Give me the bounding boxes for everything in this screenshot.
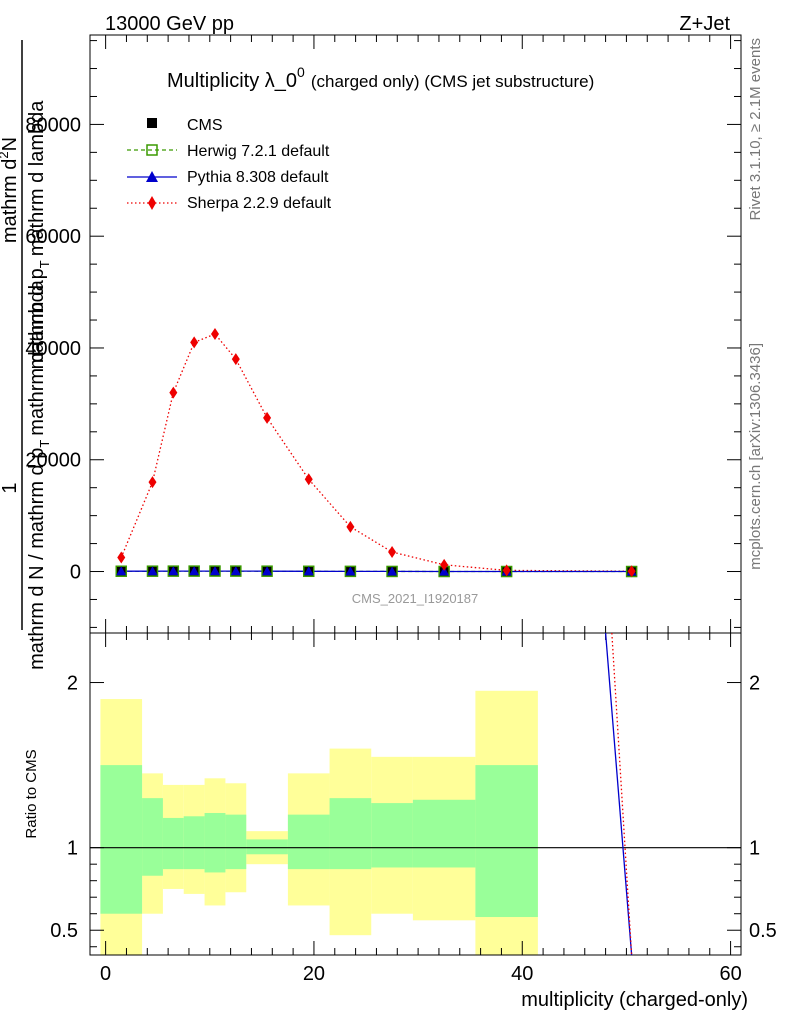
ratio-tick-label-right: 0.5 bbox=[749, 920, 777, 942]
sherpa-ratio-line bbox=[611, 632, 633, 956]
sherpa-point bbox=[231, 353, 240, 366]
rivet-label: Rivet 3.1.10, ≥ 2.1M events bbox=[747, 38, 764, 221]
pythia-point bbox=[262, 566, 273, 576]
legend-herwig-marker bbox=[146, 144, 158, 156]
legend-sherpa-marker bbox=[148, 196, 156, 210]
ratio-tick-label: 1 bbox=[67, 838, 78, 860]
ratio-tick-label: 0.5 bbox=[50, 920, 78, 942]
y-tick-label: 60000 bbox=[25, 226, 81, 248]
ratio-tick-label-right: 1 bbox=[749, 838, 760, 860]
ratio-band-inner bbox=[204, 812, 226, 873]
legend-pythia-marker bbox=[146, 171, 158, 182]
pythia-point bbox=[189, 566, 200, 576]
header-left: 13000 GeV pp bbox=[105, 13, 234, 35]
legend-cms-marker bbox=[147, 118, 157, 128]
ratio-band-inner bbox=[329, 798, 372, 870]
ratio-band-inner bbox=[246, 839, 288, 855]
pythia-point bbox=[439, 566, 450, 576]
sherpa-line bbox=[120, 333, 632, 572]
ratio-band-inner bbox=[287, 814, 330, 870]
pythia-point bbox=[168, 566, 179, 576]
ylabel-den: mathrm d pTmathrm d lambda bbox=[26, 100, 52, 370]
plot-title: Multiplicity λ_00 (charged only) (CMS jet… bbox=[167, 64, 594, 92]
ratio-band-inner bbox=[162, 817, 184, 870]
sherpa-point bbox=[346, 520, 355, 533]
y-tick-label: 20000 bbox=[25, 450, 81, 472]
sherpa-point bbox=[148, 476, 157, 489]
ratio-lines bbox=[604, 632, 633, 956]
pythia-point bbox=[230, 566, 241, 576]
sherpa-point bbox=[502, 564, 511, 577]
legend-cms-label: CMS bbox=[187, 117, 223, 134]
pythia-point bbox=[387, 566, 398, 576]
plot-title-sup: 0 bbox=[297, 64, 305, 80]
sherpa-point bbox=[263, 411, 272, 424]
data-series bbox=[115, 328, 638, 578]
pythia-point bbox=[147, 566, 158, 576]
legend-pythia-label: Pythia 8.308 default bbox=[187, 169, 329, 186]
sherpa-point bbox=[117, 551, 126, 564]
main-y-label: mathrm d2N mathrm d pTmathrm d lambda 1 … bbox=[0, 40, 52, 670]
ratio-band-inner bbox=[371, 803, 413, 868]
sherpa-point bbox=[169, 386, 178, 399]
x-axis-label: multiplicity (charged-only) bbox=[521, 989, 748, 1011]
mcplots-label: mcplots.cern.ch [arXiv:1306.3436] bbox=[747, 343, 764, 570]
x-tick-label: 40 bbox=[511, 963, 533, 985]
sherpa-point bbox=[190, 336, 199, 349]
x-tick-label: 20 bbox=[303, 963, 325, 985]
y-tick-label: 40000 bbox=[25, 338, 81, 360]
plot-title-main: Multiplicity λ_0 bbox=[167, 70, 297, 92]
sherpa-point bbox=[388, 545, 397, 558]
y-tick-label: 80000 bbox=[25, 114, 81, 136]
ratio-y-label: Ratio to CMS bbox=[23, 749, 40, 838]
ratio-uncertainty-bands bbox=[100, 690, 538, 955]
ratio-band-inner bbox=[225, 814, 247, 870]
pythia-point bbox=[116, 566, 127, 576]
ylabel-one: 1 bbox=[0, 482, 21, 493]
pythia-point bbox=[209, 566, 220, 576]
ratio-tick-label: 2 bbox=[67, 673, 78, 695]
pythia-ratio-line bbox=[604, 632, 633, 956]
legend-sherpa-label: Sherpa 2.2.9 default bbox=[187, 195, 332, 212]
sherpa-point bbox=[440, 558, 449, 571]
main-axis-ticks: 0 20000 40000 60000 80000 bbox=[25, 35, 741, 633]
x-tick-label: 60 bbox=[719, 963, 741, 985]
pythia-point bbox=[345, 566, 356, 576]
pythia-point bbox=[303, 566, 314, 576]
sherpa-point bbox=[210, 328, 219, 340]
ratio-axis-ticks: 0 20 40 60 0.5 0.5 1 1 2 2 bbox=[50, 633, 777, 985]
plot-title-suffix: (charged only) (CMS jet substructure) bbox=[311, 72, 594, 91]
y-tick-label: 0 bbox=[70, 562, 81, 584]
ratio-band-inner bbox=[100, 765, 143, 914]
sherpa-point bbox=[304, 473, 313, 486]
legend-herwig-label: Herwig 7.2.1 default bbox=[187, 143, 330, 160]
ratio-tick-label-right: 2 bbox=[749, 673, 760, 695]
ratio-plot-frame bbox=[89, 632, 742, 956]
ratio-band-inner bbox=[475, 765, 538, 918]
x-tick-label: 0 bbox=[100, 963, 111, 985]
ylabel-dn: mathrm d N / mathrm d pTmathrm d lambda bbox=[26, 279, 52, 670]
sherpa-point bbox=[627, 565, 636, 578]
ratio-band-inner bbox=[183, 816, 205, 870]
ylabel-num: mathrm d2N bbox=[0, 137, 21, 243]
ratio-band-inner bbox=[412, 799, 476, 868]
analysis-id: CMS_2021_I1920187 bbox=[352, 591, 479, 606]
ratio-band-inner bbox=[142, 798, 163, 876]
header-right: Z+Jet bbox=[679, 13, 730, 35]
legend: CMS Herwig 7.2.1 default Pythia 8.308 de… bbox=[127, 117, 332, 212]
